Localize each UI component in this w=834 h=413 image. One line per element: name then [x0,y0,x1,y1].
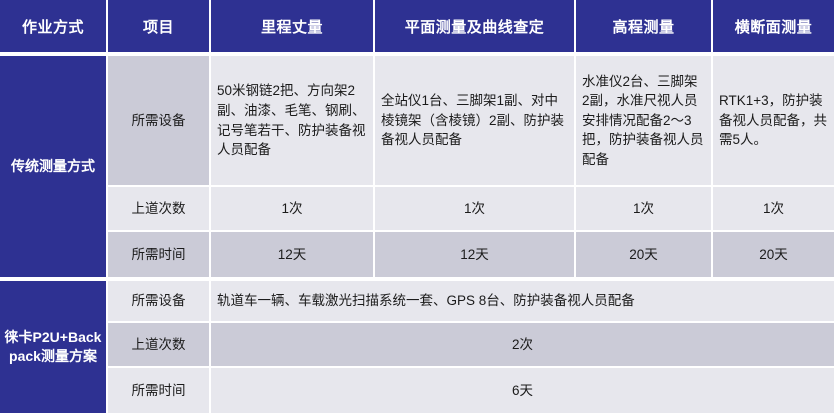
cell-text: 全站仪1台、三脚架1副、对中棱镜架（含棱镜）2副、防护装备视人员配备 [381,93,565,148]
header-body-divider [0,52,834,56]
cell-text: 水准仪2台、三脚架2副，水准尺视人员安排情况配备2～3把，防护装备视人员配备 [582,73,704,167]
cell-equipment-merged: 轨道车一辆、车载激光扫描系统一套、GPS 8台、防护装备视人员配备 [211,281,834,323]
column-header-item: 项目 [108,0,211,52]
row-label-time-needed: 所需时间 [108,368,211,413]
cell-entry-count-plane: 1次 [375,187,576,232]
table-row: 上道次数 2次 [108,323,834,368]
section-leica-rows: 所需设备 轨道车一辆、车载激光扫描系统一套、GPS 8台、防护装备视人员配备 上… [108,281,834,413]
cell-time-needed-elevation: 20天 [576,232,713,277]
column-header-plane-and-curve-survey: 平面测量及曲线查定 [375,0,576,52]
section-divider [0,277,834,281]
column-header-elevation-survey: 高程测量 [576,0,713,52]
row-label-entry-count: 上道次数 [108,187,211,232]
cell-text: 50米钢链2把、方向架2副、油漆、毛笔、钢刷、记号笔若干、防护装备视人员配备 [217,83,366,158]
cell-equipment-elevation: 水准仪2台、三脚架2副，水准尺视人员安排情况配备2～3把，防护装备视人员配备 [576,56,713,187]
cell-equipment-plane: 全站仪1台、三脚架1副、对中棱镜架（含棱镜）2副、防护装备视人员配备 [375,56,576,187]
cell-text: RTK1+3，防护装备视人员配备，共需5人。 [719,93,827,148]
section-traditional: 传统测量方式 所需设备 50米钢链2把、方向架2副、油漆、毛笔、钢刷、记号笔若干… [0,56,834,277]
row-label-equipment: 所需设备 [108,56,211,187]
cell-equipment-mileage: 50米钢链2把、方向架2副、油漆、毛笔、钢刷、记号笔若干、防护装备视人员配备 [211,56,375,187]
row-label-equipment: 所需设备 [108,281,211,323]
cell-entry-count-merged: 2次 [211,323,834,368]
cell-entry-count-elevation: 1次 [576,187,713,232]
table-header-row: 作业方式 项目 里程丈量 平面测量及曲线查定 高程测量 横断面测量 [0,0,834,52]
cell-entry-count-cross-section: 1次 [713,187,834,232]
cell-time-needed-mileage: 12天 [211,232,375,277]
row-label-time-needed: 所需时间 [108,232,211,277]
row-label-entry-count: 上道次数 [108,323,211,368]
table-row: 所需时间 6天 [108,368,834,413]
cell-time-needed-cross-section: 20天 [713,232,834,277]
section-label-traditional: 传统测量方式 [0,56,108,277]
section-label-leica: 徕卡P2U+Backpack测量方案 [0,281,108,413]
table-row: 所需设备 50米钢链2把、方向架2副、油漆、毛笔、钢刷、记号笔若干、防护装备视人… [108,56,834,187]
table-row: 所需时间 12天 12天 20天 20天 [108,232,834,277]
column-header-cross-section-survey: 横断面测量 [713,0,834,52]
cell-time-needed-merged: 6天 [211,368,834,413]
cell-time-needed-plane: 12天 [375,232,576,277]
table-row: 上道次数 1次 1次 1次 1次 [108,187,834,232]
cell-entry-count-mileage: 1次 [211,187,375,232]
column-header-mode: 作业方式 [0,0,108,52]
section-traditional-rows: 所需设备 50米钢链2把、方向架2副、油漆、毛笔、钢刷、记号笔若干、防护装备视人… [108,56,834,277]
section-leica: 徕卡P2U+Backpack测量方案 所需设备 轨道车一辆、车载激光扫描系统一套… [0,281,834,413]
table-row: 所需设备 轨道车一辆、车载激光扫描系统一套、GPS 8台、防护装备视人员配备 [108,281,834,323]
column-header-mileage-measurement: 里程丈量 [211,0,375,52]
cell-equipment-cross-section: RTK1+3，防护装备视人员配备，共需5人。 [713,56,834,187]
